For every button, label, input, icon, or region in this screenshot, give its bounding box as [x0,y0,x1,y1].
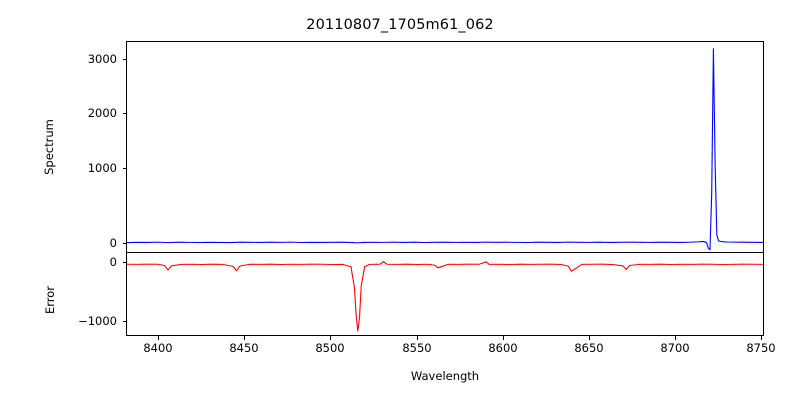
spectrum-ytick-2000 [122,113,126,114]
xticklabel-8400: 8400 [143,341,173,355]
xtick-8600 [503,336,504,340]
xtick-8550 [417,336,418,340]
error-line-series [127,261,763,332]
error-ytick-minus1000 [122,321,126,322]
spectrum-ytick-1000 [122,168,126,169]
xtick-8650 [589,336,590,340]
xticklabel-8500: 8500 [315,341,345,355]
xtick-8700 [675,336,676,340]
error-axes [126,252,764,336]
xticklabel-8700: 8700 [660,341,690,355]
spectrum-yticklabel-1000: 1000 [87,161,117,175]
error-trace [127,261,763,332]
error-yticklabel-0: 0 [109,255,117,269]
spectrum-yticklabel-3000: 3000 [87,52,117,66]
spectrum-trace [127,48,763,251]
error-ytick-0 [122,262,126,263]
spectrum-line-series [127,48,763,251]
xtick-8500 [330,336,331,340]
spectrum-ytick-0 [122,243,126,244]
spectrum-yticklabel-0: 0 [109,236,117,250]
xtick-8450 [244,336,245,340]
spectrum-axis-label: Spectrum [42,119,56,175]
xtick-8400 [158,336,159,340]
wavelength-axis-label: Wavelength [410,369,480,383]
error-yticklabel-minus1000: −1000 [78,314,117,328]
xtick-8750 [761,336,762,340]
xticklabel-8450: 8450 [229,341,259,355]
spectrum-yticklabel-2000: 2000 [87,106,117,120]
xticklabel-8550: 8550 [402,341,432,355]
spectrum-ytick-3000 [122,59,126,60]
xticklabel-8600: 8600 [488,341,518,355]
xticklabel-8750: 8750 [746,341,776,355]
figure-title: 20110807_1705m61_062 [306,17,494,33]
xticklabel-8650: 8650 [574,341,604,355]
spectrum-axes [126,41,764,253]
error-axis-label: Error [43,285,57,315]
